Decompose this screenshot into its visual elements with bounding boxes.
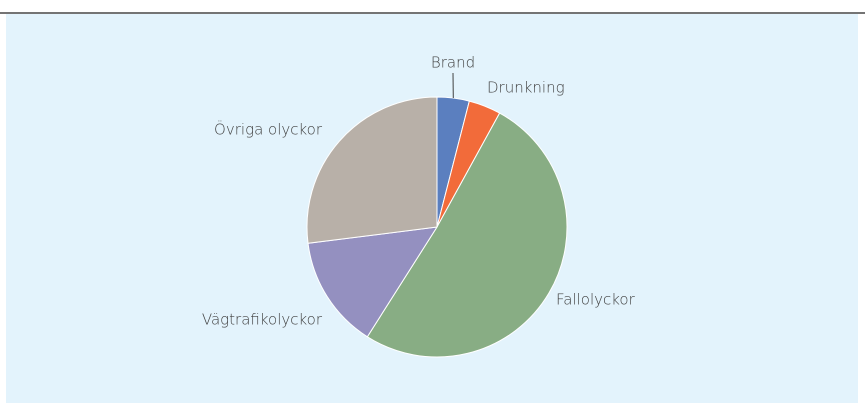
slice-label: Vägtrafikolyckor <box>202 311 323 329</box>
slice-label: Brand <box>431 54 475 72</box>
slice-label: Fallolyckor <box>556 291 636 309</box>
pie-slice <box>366 112 568 358</box>
slice-label: Drunkning <box>487 79 565 97</box>
slice-label: Övriga olyckor <box>214 120 323 139</box>
pie-slice <box>306 96 438 244</box>
pie-slice <box>307 226 438 338</box>
